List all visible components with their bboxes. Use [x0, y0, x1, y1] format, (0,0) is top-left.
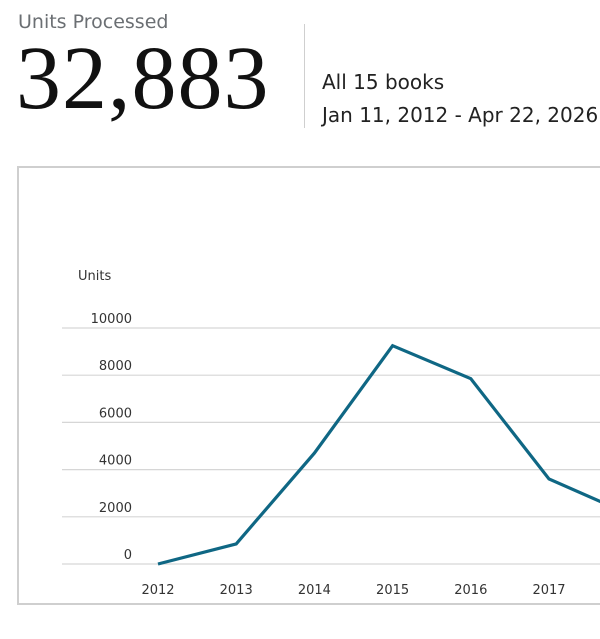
x-tick-label: 2015	[376, 583, 409, 598]
y-tick-label: 8000	[99, 359, 132, 374]
scope-label: All 15 books	[322, 70, 445, 94]
x-tick-label: 2014	[298, 583, 331, 598]
y-tick-label: 4000	[99, 454, 132, 469]
y-tick-label: 10000	[91, 312, 132, 327]
y-axis-title: Units	[78, 269, 111, 284]
y-tick-label: 6000	[99, 406, 132, 421]
date-range-label: Jan 11, 2012 - Apr 22, 2026	[322, 103, 599, 127]
chart-panel	[17, 166, 600, 605]
x-tick-label: 2017	[532, 583, 565, 598]
metric-label: Units Processed	[18, 11, 169, 33]
x-tick-label: 2016	[454, 583, 487, 598]
x-tick-label: 2013	[220, 583, 253, 598]
y-tick-label: 0	[124, 548, 132, 563]
series-line	[157, 343, 600, 566]
y-tick-label: 2000	[99, 501, 132, 516]
header-divider	[304, 24, 305, 128]
metric-value: 32,883	[16, 29, 270, 128]
x-tick-label: 2012	[141, 583, 174, 598]
